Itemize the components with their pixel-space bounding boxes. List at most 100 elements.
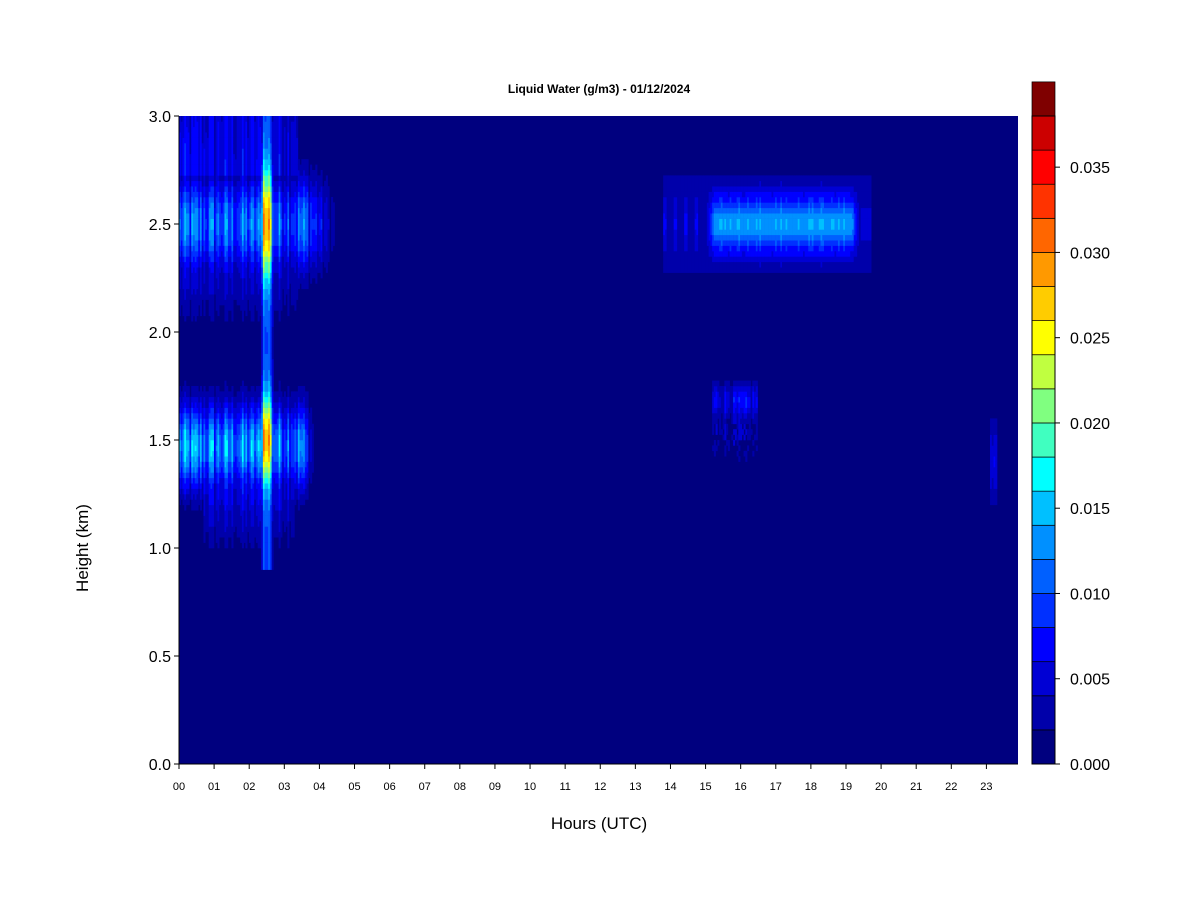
heatmap-cell xyxy=(663,229,666,236)
heatmap-cell xyxy=(206,402,210,408)
heatmap-cell xyxy=(283,218,286,225)
heatmap-cell xyxy=(247,413,250,419)
heatmap-cell xyxy=(234,164,237,171)
heatmap-cell xyxy=(208,407,211,414)
heatmap-cell xyxy=(222,278,225,284)
heatmap-cell xyxy=(217,391,220,398)
heatmap-cell xyxy=(224,207,227,214)
heatmap-cell xyxy=(243,515,246,522)
heatmap-cell xyxy=(313,251,316,257)
heatmap-cell xyxy=(668,180,671,187)
heatmap-cell xyxy=(264,423,267,430)
heatmap-cell xyxy=(192,391,196,398)
heatmap-cell xyxy=(192,251,196,257)
heatmap-cell xyxy=(245,423,248,430)
heatmap-cell xyxy=(217,483,220,489)
heatmap-cell xyxy=(285,440,288,446)
heatmap-cell xyxy=(280,213,283,219)
heatmap-cell xyxy=(210,191,213,198)
heatmap-cell xyxy=(275,402,278,408)
heatmap-cell xyxy=(192,175,196,182)
heatmap-cell xyxy=(283,402,286,408)
heatmap-cell xyxy=(229,423,232,430)
heatmap-cell xyxy=(287,191,290,198)
heatmap-cell xyxy=(318,191,321,198)
heatmap-cell xyxy=(205,175,208,182)
heatmap-cell xyxy=(194,229,197,236)
heatmap-cell xyxy=(238,477,241,484)
heatmap-cell xyxy=(250,467,253,473)
heatmap-cell xyxy=(245,396,248,403)
heatmap-cell xyxy=(299,170,302,176)
heatmap-cell xyxy=(217,445,220,452)
heatmap-cell xyxy=(191,137,194,144)
heatmap-cell xyxy=(292,499,295,506)
heatmap-cell xyxy=(301,240,304,246)
heatmap-cell xyxy=(252,272,255,279)
heatmap-cell xyxy=(257,450,260,457)
heatmap-cell xyxy=(212,175,215,182)
heatmap-cell xyxy=(240,175,243,182)
heatmap-cell xyxy=(268,180,271,187)
heatmap-cell xyxy=(222,234,225,241)
heatmap-cell xyxy=(236,461,239,468)
heatmap-cell xyxy=(198,164,201,171)
heatmap-cell xyxy=(205,450,208,457)
heatmap-cell xyxy=(224,483,227,489)
heatmap-cell xyxy=(217,213,220,219)
heatmap-cell xyxy=(280,164,283,171)
heatmap-cell xyxy=(252,175,255,182)
heatmap-cell xyxy=(276,175,279,182)
heatmap-cell xyxy=(182,429,185,435)
heatmap-cell xyxy=(206,240,210,246)
heatmap-cell xyxy=(273,197,276,203)
heatmap-cell xyxy=(250,272,253,279)
heatmap-cell xyxy=(194,153,197,160)
heatmap-cell xyxy=(248,504,251,511)
heatmap-cell xyxy=(199,234,203,241)
heatmap-cell xyxy=(179,272,182,279)
heatmap-cell xyxy=(280,251,283,257)
heatmap-cell xyxy=(287,472,290,479)
heatmap-cell xyxy=(250,396,253,403)
heatmap-cell xyxy=(179,164,182,171)
heatmap-cell xyxy=(196,170,199,176)
heatmap-cell xyxy=(222,137,225,144)
heatmap-cell xyxy=(236,170,239,176)
heatmap-cell xyxy=(180,159,183,165)
heatmap-cell xyxy=(226,537,229,543)
heatmap-cell xyxy=(220,391,223,398)
heatmap-cell xyxy=(294,170,297,176)
heatmap-cell xyxy=(196,240,199,246)
heatmap-cell xyxy=(247,504,250,511)
heatmap-cell xyxy=(189,197,192,203)
heatmap-cell xyxy=(238,116,241,122)
heatmap-cell xyxy=(245,488,248,495)
heatmap-cell xyxy=(276,180,279,187)
heatmap-cell xyxy=(241,180,244,187)
heatmap-cell xyxy=(255,456,258,462)
heatmap-cell xyxy=(184,294,187,300)
heatmap-cell xyxy=(198,402,201,408)
heatmap-cell xyxy=(268,148,271,155)
heatmap-cell xyxy=(247,267,250,273)
heatmap-cell xyxy=(210,391,213,398)
heatmap-cell xyxy=(248,288,251,295)
heatmap-cell xyxy=(290,261,293,268)
heatmap-cell xyxy=(250,445,253,452)
heatmap-cell xyxy=(285,521,288,527)
heatmap-cell xyxy=(255,521,258,527)
heatmap-cell xyxy=(198,240,201,246)
heatmap-cell xyxy=(212,434,215,441)
heatmap-cell xyxy=(262,132,265,138)
heatmap-cell xyxy=(234,467,237,473)
heatmap-cell xyxy=(212,148,215,155)
heatmap-cell xyxy=(226,261,229,268)
heatmap-cell xyxy=(290,456,293,462)
heatmap-cell xyxy=(189,261,192,268)
heatmap-cell xyxy=(220,288,223,295)
heatmap-cell xyxy=(217,288,220,295)
heatmap-cell xyxy=(273,224,276,230)
heatmap-cell xyxy=(201,434,204,441)
heatmap-cell xyxy=(283,396,286,403)
